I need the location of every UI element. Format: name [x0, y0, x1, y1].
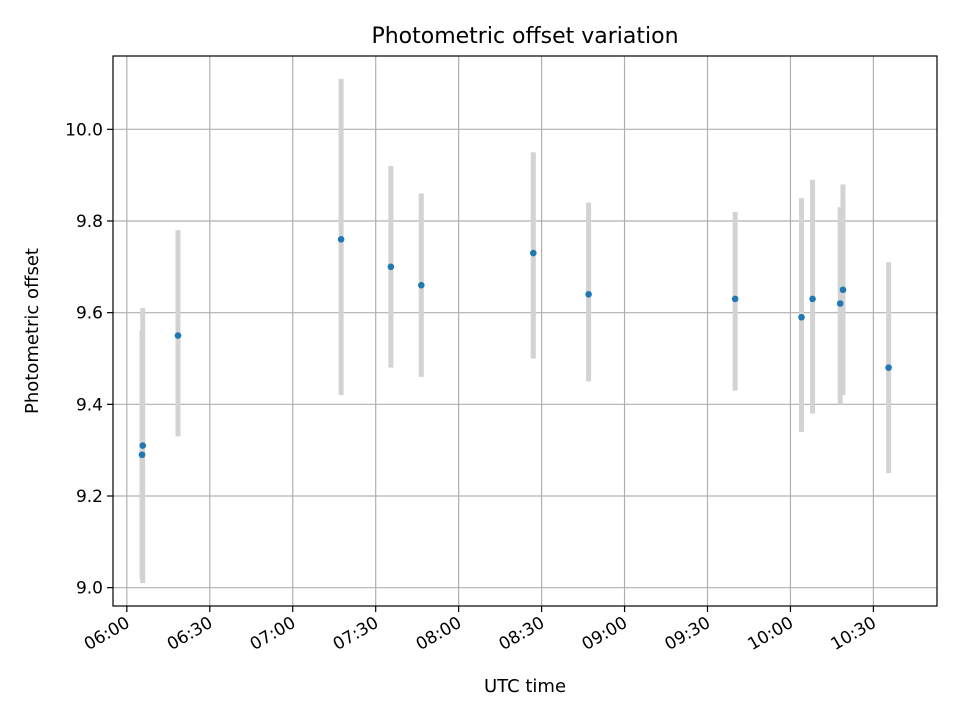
y-tick-label: 10.0 — [65, 120, 103, 140]
data-point — [885, 364, 892, 371]
y-axis-label: Photometric offset — [22, 248, 43, 414]
y-tick-label: 9.6 — [76, 304, 103, 324]
y-tick-label: 9.8 — [76, 212, 103, 232]
y-axis-ticks: 9.0 9.2 9.4 9.6 9.8 10.0 — [65, 120, 113, 599]
data-point — [731, 295, 739, 303]
data-point — [387, 263, 395, 271]
data-point — [337, 236, 345, 243]
y-tick-label: 9.2 — [76, 487, 103, 507]
data-point — [138, 451, 146, 459]
y-tick-label: 9.0 — [76, 579, 103, 599]
y-tick-label: 9.4 — [76, 395, 103, 415]
chart-title: Photometric offset variation — [371, 24, 678, 49]
grid — [113, 56, 937, 606]
data-point — [418, 281, 425, 289]
data-point — [839, 286, 847, 294]
data-point — [836, 300, 844, 307]
plot-frame — [112, 55, 938, 607]
data-point — [139, 442, 147, 449]
data-point — [585, 291, 592, 298]
data-point — [798, 313, 805, 321]
x-axis-label: UTC time — [484, 676, 566, 697]
data-points — [138, 236, 892, 459]
data-point — [529, 249, 537, 257]
data-point — [809, 295, 816, 303]
data-point — [174, 332, 182, 339]
